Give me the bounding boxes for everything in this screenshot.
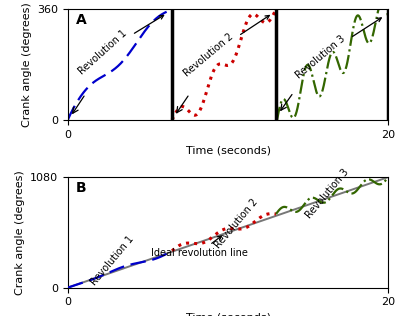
Text: Revolution 1: Revolution 1 (77, 15, 164, 76)
Text: Revolution 2: Revolution 2 (212, 197, 260, 250)
Text: A: A (76, 13, 87, 27)
Y-axis label: Crank angle (degrees): Crank angle (degrees) (14, 170, 24, 295)
Text: Revolution 3: Revolution 3 (304, 167, 351, 220)
Text: Revolution 3: Revolution 3 (294, 18, 381, 81)
Y-axis label: Crank angle (degrees): Crank angle (degrees) (22, 2, 32, 127)
Text: B: B (76, 180, 87, 195)
Text: Revolution 2: Revolution 2 (182, 15, 269, 79)
Text: Ideal revolution line: Ideal revolution line (151, 236, 248, 258)
Text: Revolution 1: Revolution 1 (89, 234, 136, 288)
X-axis label: Time (seconds): Time (seconds) (186, 313, 270, 316)
X-axis label: Time (seconds): Time (seconds) (186, 145, 270, 155)
